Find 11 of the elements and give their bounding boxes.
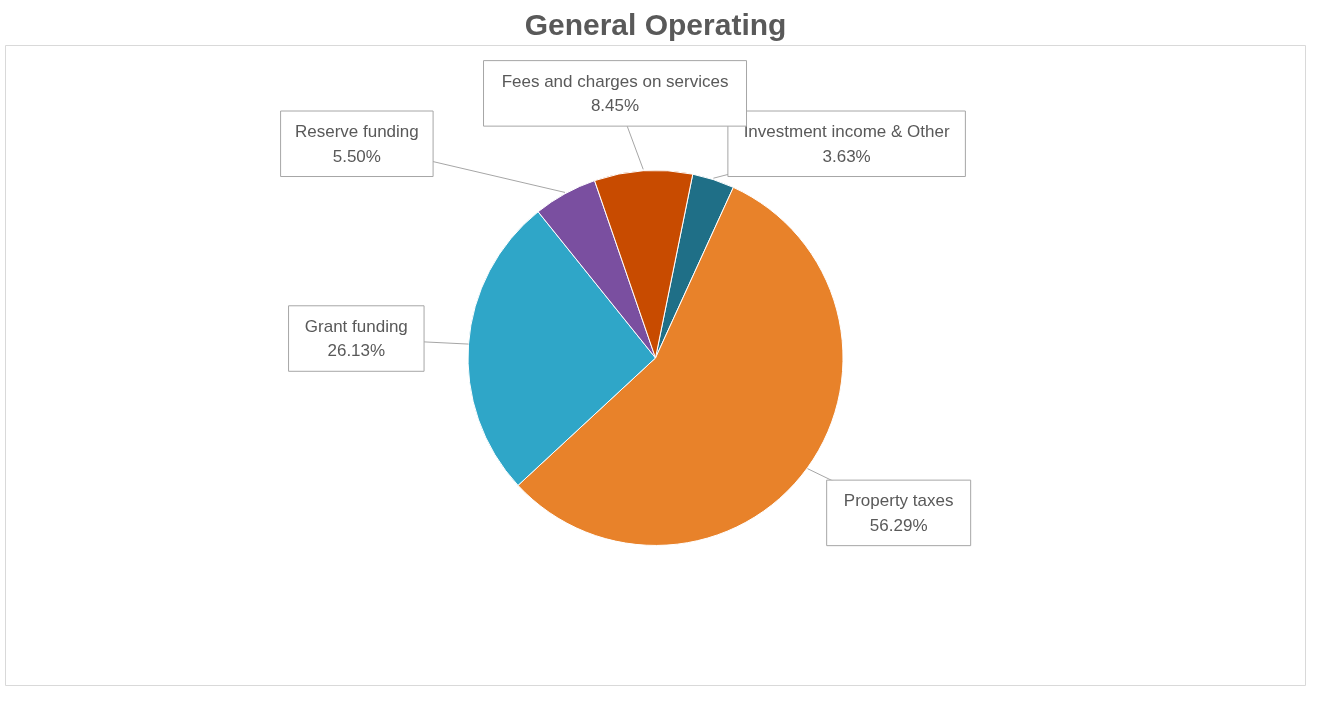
slice-label: Grant funding — [304, 316, 408, 336]
slice-label: Property taxes — [843, 491, 954, 511]
slice-label: Investment income & Other — [743, 121, 950, 141]
data-label: 56.29% — [869, 515, 928, 535]
slice-label: Reserve funding — [294, 121, 419, 141]
data-label: 26.13% — [327, 341, 386, 361]
chart-title: General Operating — [524, 7, 787, 41]
data-label: 3.63% — [822, 146, 871, 166]
data-label: 5.50% — [332, 146, 381, 166]
slice-label: Fees and charges on services — [501, 71, 729, 91]
data-label: 8.45% — [590, 96, 640, 116]
